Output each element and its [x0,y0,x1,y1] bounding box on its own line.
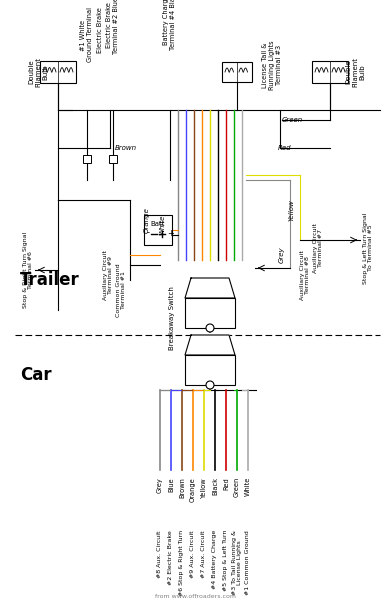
Bar [312,61,348,83]
Text: Electric Brake
Terminal #2 Blue: Electric Brake Terminal #2 Blue [107,0,120,54]
Text: #6 Stop & Right Turn: #6 Stop & Right Turn [180,530,185,596]
Text: License Tail &
Running Lights
Terminal #3: License Tail & Running Lights Terminal #… [262,40,282,90]
Text: Orange: Orange [144,207,150,233]
Text: -: - [147,229,150,238]
Text: White: White [245,477,251,497]
Text: Batt: Batt [151,221,165,227]
Text: #9 Aux. Circuit: #9 Aux. Circuit [191,530,196,578]
Text: Brown: Brown [115,145,137,151]
Bar [40,61,76,83]
Text: #1 White
Ground Terminal: #1 White Ground Terminal [80,7,94,63]
Polygon shape [185,335,235,355]
Polygon shape [185,278,235,298]
Bar [109,155,117,163]
Text: Green: Green [234,477,240,497]
Text: Green: Green [282,117,303,123]
Text: #4 Battery Charge: #4 Battery Charge [212,530,218,589]
Text: +: + [167,229,174,238]
Text: Red: Red [278,145,292,151]
Text: #5 Stop & Left Turn: #5 Stop & Left Turn [223,530,229,591]
Bar [185,298,235,328]
Text: Orange: Orange [190,477,196,501]
Circle shape [206,324,214,332]
Text: Breakaway Switch: Breakaway Switch [169,286,175,350]
Text: #8 Aux. Circuit: #8 Aux. Circuit [158,530,163,577]
Text: White: White [159,215,165,235]
Bar [144,215,172,245]
Text: Trailer: Trailer [20,271,80,289]
Text: #7 Aux. Circuit: #7 Aux. Circuit [201,530,207,578]
Text: Electric Brake: Electric Brake [97,7,103,53]
Text: Blue: Blue [168,477,174,492]
Text: Common Ground
Terminal #1: Common Ground Terminal #1 [116,263,126,317]
Text: from www.offroaders.com: from www.offroaders.com [156,595,236,600]
Text: Double
Filament
Bulb: Double Filament Bulb [28,57,48,87]
Bar [222,62,252,82]
Text: Double
Filament
Bulb: Double Filament Bulb [345,57,365,87]
Text: Grey: Grey [279,247,285,263]
Text: Stop & Right Turn Signal
Terminal #6: Stop & Right Turn Signal Terminal #6 [23,232,33,308]
Bar [83,155,91,163]
Circle shape [206,381,214,389]
Text: #1 Common Ground: #1 Common Ground [245,530,250,595]
Text: Car: Car [20,366,52,384]
Text: Stop & Left Turn Signal
To Terminal #5: Stop & Left Turn Signal To Terminal #5 [363,213,374,284]
Text: Black: Black [212,477,218,495]
Text: #2 Electric Brake: #2 Electric Brake [169,530,174,585]
Text: Red: Red [223,477,229,490]
Text: Brown: Brown [179,477,185,498]
Bar [185,355,235,385]
Text: Auxiliary Circuit
Terminal #9: Auxiliary Circuit Terminal #9 [103,250,113,300]
Text: Auxiliary Circuit
Terminal #7: Auxiliary Circuit Terminal #7 [312,223,323,273]
Text: Battery Charge
Terminal #4 Black: Battery Charge Terminal #4 Black [163,0,176,50]
Text: Yellow: Yellow [289,199,295,221]
Text: Yellow: Yellow [201,477,207,498]
Text: #3 To Tail Running &
License Lights: #3 To Tail Running & License Lights [232,530,242,595]
Text: Auxiliary Circuit
Terminal #8: Auxiliary Circuit Terminal #8 [299,250,310,300]
Text: Grey: Grey [157,477,163,493]
